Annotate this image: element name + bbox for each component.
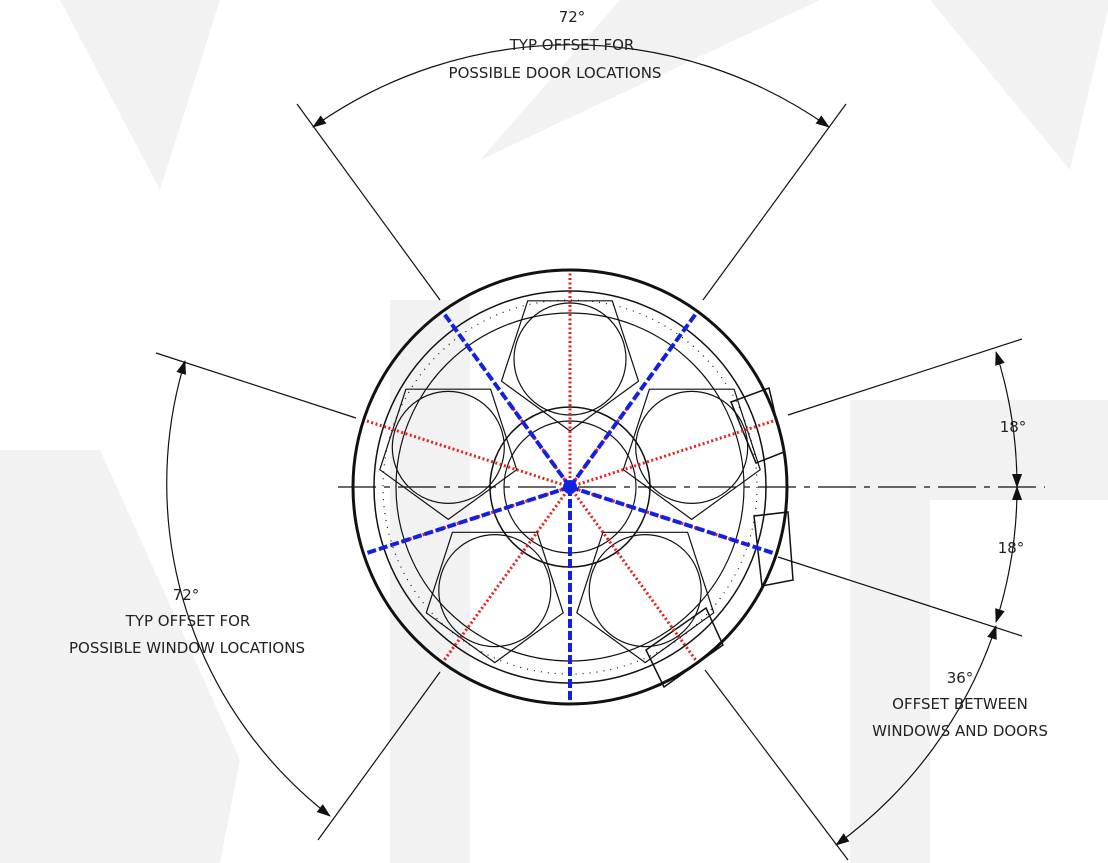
window-offset-angle: 72° — [173, 586, 200, 604]
pentagon-hub-ring-4 — [438, 533, 552, 648]
lower-18-arc — [995, 486, 1023, 623]
pentagon-hub-ring-2 — [635, 390, 749, 504]
door-offset-angle: 72° — [559, 8, 586, 26]
window-axis-inner-2 — [393, 485, 571, 546]
door-window-arc — [835, 625, 997, 846]
window-door-offset-line1: OFFSET BETWEEN — [892, 695, 1028, 713]
labels: 72° TYP OFFSET FOR POSSIBLE DOOR LOCATIO… — [69, 8, 1048, 740]
door-axes — [363, 311, 777, 703]
window-extension-lower — [317, 671, 441, 841]
window-axis-inner-1 — [569, 485, 747, 546]
window-frame-upper — [730, 387, 785, 464]
door-offset-line1: TYP OFFSET FOR — [509, 36, 635, 54]
window-offset-arc — [166, 360, 331, 817]
upper-18-arc — [995, 351, 1023, 488]
window-extension-upper — [155, 352, 357, 419]
door-axis-4 — [363, 485, 571, 556]
window-offset-line2: POSSIBLE WINDOW LOCATIONS — [69, 639, 305, 657]
outer-dome-ring — [351, 268, 789, 706]
door-axis-1 — [568, 311, 699, 489]
door-axis-5 — [441, 311, 572, 489]
window-frame-middle — [753, 511, 794, 587]
lower-angle-extension — [777, 556, 1023, 637]
door-axis-2 — [569, 485, 777, 556]
window-door-offset-line2: WINDOWS AND DOORS — [872, 722, 1048, 740]
upper-angle-extension — [787, 338, 1023, 416]
dome-plan — [351, 268, 794, 706]
door-extension-right — [702, 103, 847, 301]
door-extension-left — [296, 103, 441, 301]
dimension-arcs — [166, 44, 1023, 846]
window-door-offset-angle: 36° — [947, 669, 974, 687]
lower-half-angle-label: 18° — [998, 539, 1025, 557]
window-offset-line1: TYP OFFSET FOR — [125, 612, 251, 630]
pentagon-hub-ring-3 — [588, 533, 702, 648]
pentagon-panel-2 — [622, 388, 761, 521]
door-offset-line2: POSSIBLE DOOR LOCATIONS — [449, 64, 662, 82]
door-window-extension — [704, 669, 849, 861]
pentagon-hub-ring-5 — [391, 390, 505, 504]
window-frame-lower — [645, 606, 724, 689]
upper-half-angle-label: 18° — [1000, 418, 1027, 436]
pentagon-panel-3 — [576, 531, 715, 664]
center-hub — [563, 480, 577, 494]
door-offset-arc — [312, 44, 830, 128]
